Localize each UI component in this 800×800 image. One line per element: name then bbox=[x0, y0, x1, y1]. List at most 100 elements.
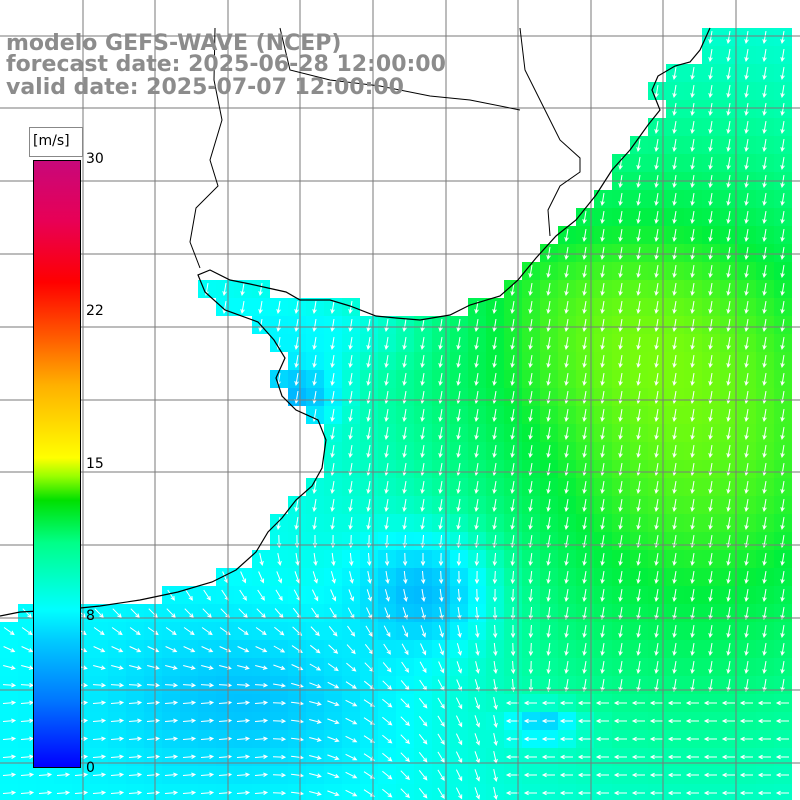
wind-arrow bbox=[92, 718, 107, 724]
sea-cell bbox=[594, 784, 612, 800]
wind-arrow bbox=[636, 661, 641, 674]
wind-arrow bbox=[345, 753, 358, 761]
wind-arrow bbox=[437, 769, 445, 782]
wind-arrow bbox=[726, 373, 731, 386]
wind-arrow bbox=[613, 718, 627, 724]
wind-arrow bbox=[218, 718, 233, 724]
wind-arrow bbox=[726, 193, 731, 206]
wind-arrow bbox=[327, 718, 340, 725]
wind-arrow bbox=[366, 445, 371, 458]
wind-arrow bbox=[757, 718, 771, 724]
wind-arrow bbox=[600, 679, 605, 692]
wind-arrow bbox=[236, 736, 251, 742]
wind-arrow bbox=[762, 607, 767, 620]
wind-arrow bbox=[775, 754, 789, 760]
wind-arrow bbox=[636, 283, 641, 296]
wind-arrow bbox=[272, 790, 287, 796]
wind-arrow bbox=[564, 373, 569, 386]
wind-arrow bbox=[92, 790, 107, 796]
wind-arrow bbox=[128, 682, 143, 688]
wind-arrow bbox=[636, 481, 641, 494]
wind-arrow bbox=[708, 103, 713, 116]
wind-arrow bbox=[600, 211, 605, 224]
wind-arrow bbox=[312, 499, 317, 512]
wind-arrow bbox=[421, 607, 426, 620]
wind-arrow bbox=[564, 265, 569, 278]
wind-arrow bbox=[93, 646, 106, 653]
wind-arrow bbox=[2, 736, 17, 742]
wind-arrow bbox=[780, 661, 785, 674]
wind-arrow bbox=[523, 718, 537, 724]
sea-cell bbox=[216, 784, 234, 800]
wind-arrow bbox=[780, 265, 785, 278]
wind-arrow bbox=[418, 733, 428, 745]
wind-arrow bbox=[93, 665, 106, 670]
wind-arrow bbox=[762, 193, 767, 206]
wind-arrow bbox=[272, 700, 287, 706]
wind-arrow bbox=[474, 373, 479, 386]
wind-arrow bbox=[367, 571, 372, 584]
wind-arrow bbox=[294, 319, 299, 332]
wind-arrow bbox=[672, 427, 677, 440]
wind-arrow bbox=[762, 373, 767, 386]
wind-arrow bbox=[708, 373, 713, 386]
wind-arrow bbox=[420, 481, 425, 494]
wind-arrow bbox=[564, 427, 569, 440]
wind-arrow bbox=[2, 772, 17, 778]
wind-arrow bbox=[726, 625, 731, 638]
wind-arrow bbox=[330, 319, 335, 332]
wind-arrow bbox=[582, 229, 587, 242]
wind-arrow bbox=[493, 679, 498, 693]
wind-arrow bbox=[402, 499, 407, 512]
wind-arrow bbox=[690, 499, 695, 512]
wind-arrow bbox=[600, 229, 605, 242]
wind-arrow bbox=[672, 571, 677, 584]
wind-arrow bbox=[474, 409, 479, 422]
wind-arrow bbox=[708, 661, 713, 674]
wind-arrow bbox=[438, 517, 443, 530]
wind-arrow bbox=[690, 355, 695, 368]
wind-arrow bbox=[564, 301, 569, 314]
wind-arrow bbox=[672, 355, 677, 368]
wind-arrow bbox=[780, 283, 785, 296]
wind-arrow bbox=[546, 589, 551, 602]
wind-arrow bbox=[654, 301, 659, 314]
sea-cell bbox=[288, 784, 306, 800]
wind-arrow bbox=[780, 157, 785, 170]
wind-arrow bbox=[690, 193, 695, 206]
wind-arrow bbox=[600, 625, 605, 638]
wind-arrow bbox=[182, 790, 197, 796]
wind-arrow bbox=[348, 319, 353, 332]
wind-arrow bbox=[240, 571, 247, 584]
wind-arrow bbox=[382, 680, 393, 690]
wind-arrow bbox=[654, 247, 659, 260]
wind-arrow bbox=[129, 665, 142, 670]
wind-arrow bbox=[726, 157, 731, 170]
wind-arrow bbox=[667, 700, 681, 706]
wind-arrow bbox=[636, 643, 641, 656]
wind-arrow bbox=[708, 589, 713, 602]
wind-arrow bbox=[327, 790, 340, 797]
wind-arrow bbox=[708, 67, 713, 80]
wind-arrow bbox=[236, 790, 251, 796]
wind-arrow bbox=[528, 481, 533, 494]
wind-arrow bbox=[456, 481, 461, 494]
wind-arrow bbox=[649, 790, 663, 796]
wind-arrow bbox=[528, 588, 534, 603]
wind-arrow bbox=[3, 665, 16, 670]
wind-arrow bbox=[757, 736, 771, 742]
wind-arrow bbox=[690, 85, 695, 98]
wind-arrow bbox=[254, 718, 269, 724]
wind-arrow bbox=[492, 301, 497, 314]
wind-arrow bbox=[164, 718, 179, 724]
colorbar-tick-0: 0 bbox=[86, 760, 95, 776]
wind-arrow bbox=[402, 445, 407, 458]
wind-arrow bbox=[690, 139, 695, 152]
wind-arrow bbox=[420, 409, 425, 422]
wind-arrow bbox=[254, 754, 269, 760]
sea-cell bbox=[756, 784, 774, 800]
wind-arrow bbox=[636, 229, 641, 242]
wind-arrow bbox=[744, 643, 749, 656]
wind-arrow bbox=[313, 553, 318, 566]
wind-arrow bbox=[559, 754, 573, 760]
